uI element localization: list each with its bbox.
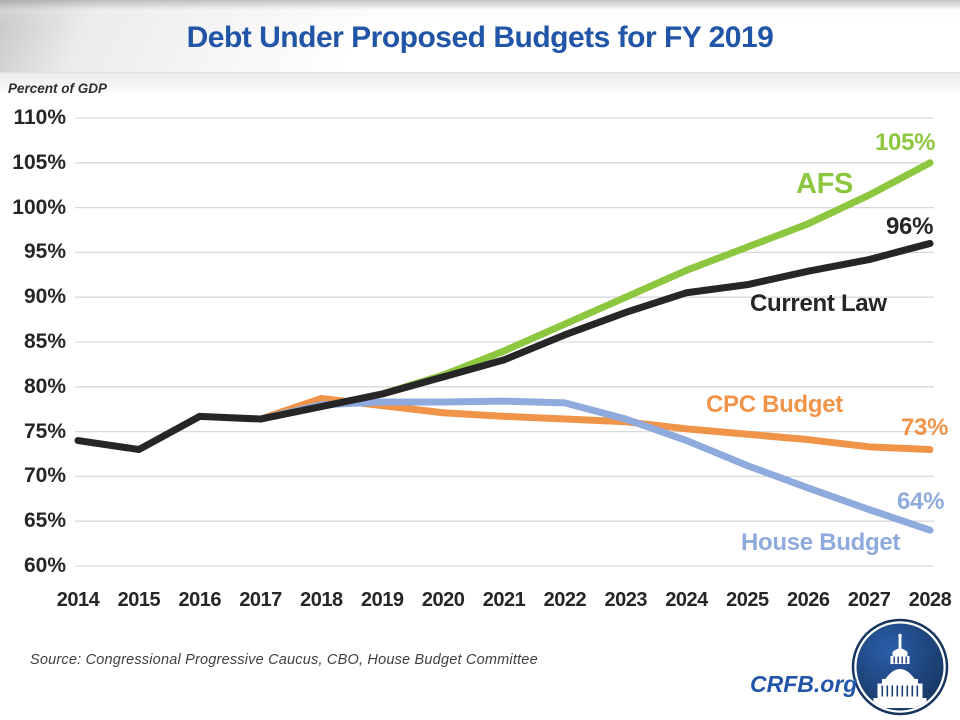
x-tick-label: 2016 bbox=[178, 589, 221, 611]
y-axis-unit-label: Percent of GDP bbox=[8, 81, 108, 96]
x-tick-label: 2026 bbox=[787, 589, 830, 611]
x-tick-label: 2024 bbox=[665, 589, 708, 611]
subheader-strip bbox=[0, 73, 960, 98]
annotation-cpc-end-value: 73% bbox=[901, 414, 949, 441]
page-title: Debt Under Proposed Budgets for FY 2019 bbox=[186, 21, 774, 54]
gridlines bbox=[75, 117, 934, 567]
x-tick-label: 2019 bbox=[361, 589, 404, 611]
y-tick-label: 85% bbox=[23, 330, 66, 353]
y-tick-label: 80% bbox=[23, 374, 66, 398]
x-tick-label: 2025 bbox=[726, 589, 769, 611]
y-tick-label: 100% bbox=[12, 195, 66, 219]
y-tick-label: 60% bbox=[23, 554, 66, 577]
x-tick-label: 2022 bbox=[543, 589, 587, 611]
y-tick-label: 90% bbox=[23, 285, 66, 309]
annotation-current-name: Current Law bbox=[750, 290, 887, 317]
annotation-afs-end-value: 105% bbox=[875, 129, 936, 156]
series-line-current-law bbox=[74, 239, 934, 454]
y-tick-label: 110% bbox=[13, 106, 66, 129]
x-tick-label: 2015 bbox=[117, 589, 161, 611]
series-lines bbox=[74, 159, 934, 534]
series-line-house-budget bbox=[257, 397, 934, 534]
x-tick-label: 2021 bbox=[482, 589, 526, 611]
annotation-house-end-value: 64% bbox=[897, 488, 945, 515]
x-tick-label: 2023 bbox=[604, 589, 647, 611]
x-tick-label: 2018 bbox=[300, 589, 343, 611]
x-tick-label: 2020 bbox=[421, 589, 465, 611]
x-tick-label: 2017 bbox=[239, 589, 282, 611]
y-tick-label: 65% bbox=[23, 509, 66, 533]
y-tick-label: 105% bbox=[12, 150, 66, 174]
x-tick-label: 2014 bbox=[56, 589, 100, 611]
title-banner bbox=[0, 0, 960, 73]
series-line-afs bbox=[378, 159, 934, 398]
source-note: Source: Congressional Progressive Caucus… bbox=[30, 652, 538, 668]
capitol-icon bbox=[867, 633, 933, 708]
annotation-house-name: House Budget bbox=[741, 529, 901, 556]
y-tick-label: 95% bbox=[23, 240, 66, 264]
crfb-org-label: CRFB.org bbox=[750, 671, 858, 697]
annotation-current-end-value: 96% bbox=[886, 213, 934, 240]
annotation-cpc-name: CPC Budget bbox=[706, 391, 843, 418]
annotation-afs-name: AFS bbox=[796, 168, 854, 200]
crfb-logo bbox=[851, 618, 949, 716]
y-tick-label: 70% bbox=[23, 464, 66, 488]
x-tick-label: 2028 bbox=[908, 589, 952, 611]
y-tick-label: 75% bbox=[23, 419, 66, 443]
x-tick-label: 2027 bbox=[847, 589, 891, 611]
